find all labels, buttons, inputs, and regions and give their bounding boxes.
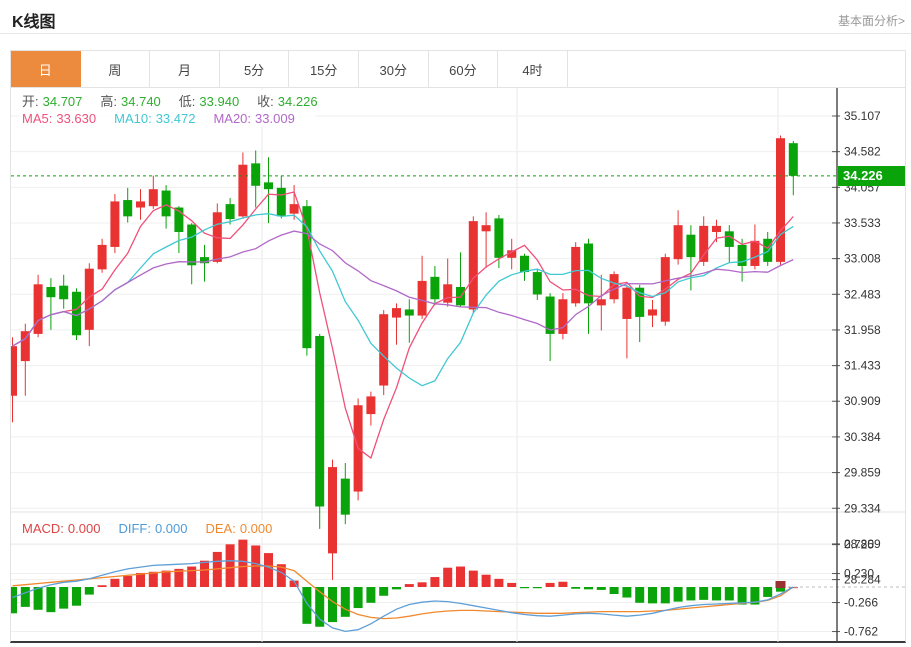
macd-axis-label: 0.725 xyxy=(844,538,874,552)
price-axis-label: 32.483 xyxy=(844,287,881,301)
tab-30分[interactable]: 30分 xyxy=(359,51,429,87)
legend-item: DIFF: 0.000 xyxy=(118,521,188,536)
legend-item: MACD: 0.000 xyxy=(22,521,101,536)
macd-axis-label: -0.762 xyxy=(844,625,878,639)
legend-item: 高: 34.740 xyxy=(100,94,161,109)
price-axis-label: 31.433 xyxy=(844,359,881,373)
period-tabbar: 日周月 5分 15分 30分 60分 4时 xyxy=(11,51,905,88)
diff-line xyxy=(12,560,794,633)
legend-item: 收: 34.226 xyxy=(257,94,318,109)
tab-60分[interactable]: 60分 xyxy=(429,51,499,87)
macd-axis-label: 0.230 xyxy=(844,567,874,581)
price-axis-label: 29.334 xyxy=(844,501,881,515)
fundamental-analysis-link[interactable]: 基本面分析> xyxy=(837,14,905,28)
legend-item: DEA: 0.000 xyxy=(205,521,273,536)
ma-legend: MA5: 33.630 MA10: 33.472 MA20: 33.009 xyxy=(19,110,316,127)
legend-item: MA20: 33.009 xyxy=(213,111,295,126)
kline-svg: 35.10734.58234.05733.53333.00832.48331.9… xyxy=(8,88,905,642)
price-axis-label: 30.909 xyxy=(844,394,881,408)
header-divider xyxy=(0,33,911,34)
ma-lines-layer xyxy=(11,175,837,460)
legend-item: MA10: 33.472 xyxy=(114,111,196,126)
macd-layer xyxy=(8,539,905,633)
ma5-line xyxy=(12,191,794,460)
tab-周[interactable]: 周 xyxy=(81,51,151,87)
current-price-tag: 34.226 xyxy=(838,166,905,186)
legend-item: 低: 33.940 xyxy=(178,94,240,109)
price-axis-label: 33.533 xyxy=(844,216,881,230)
tab-日[interactable]: 日 xyxy=(11,51,81,87)
axis-layer: 35.10734.58234.05733.53333.00832.48331.9… xyxy=(832,88,881,642)
tab-4时[interactable]: 4时 xyxy=(498,51,568,87)
kline-chart: 35.107 34.582 34.057 33.533 33.008 32.483 31.9… xyxy=(8,88,905,643)
macd-axis-label: -0.266 xyxy=(844,596,878,610)
price-axis-label: 30.384 xyxy=(844,430,881,444)
candles-layer xyxy=(8,135,798,580)
macd-legend: MACD: 0.000 DIFF: 0.000 DEA: 0.000 xyxy=(19,520,294,537)
page-title: K线图 xyxy=(12,14,56,31)
price-axis-label: 33.008 xyxy=(844,252,881,266)
grid-layer xyxy=(11,88,905,642)
price-axis-label: 28.809 xyxy=(844,537,881,551)
tab-5分[interactable]: 5分 xyxy=(220,51,290,87)
tab-15分[interactable]: 15分 xyxy=(289,51,359,87)
price-axis-label: 34.582 xyxy=(844,145,881,159)
price-axis-label: 28.284 xyxy=(844,573,881,587)
tab-月[interactable]: 月 xyxy=(150,51,220,87)
ma10-line xyxy=(12,213,794,387)
price-axis-label: 35.107 xyxy=(844,109,881,123)
legend-item: MA5: 33.630 xyxy=(22,111,97,126)
price-axis-label: 31.958 xyxy=(844,323,881,337)
macd-end-marker xyxy=(775,581,786,588)
ohlc-legend: 开: 34.707 高: 34.740 低: 33.940 收: 34.226 xyxy=(19,90,339,111)
legend-item: 开: 34.707 xyxy=(22,94,83,109)
chart-widget: 日周月 5分 15分 30分 60分 4时 35.107 34.582 34.057 33.53… xyxy=(8,50,906,643)
price-axis-label: 29.859 xyxy=(844,466,881,480)
ma20-line xyxy=(12,230,794,347)
